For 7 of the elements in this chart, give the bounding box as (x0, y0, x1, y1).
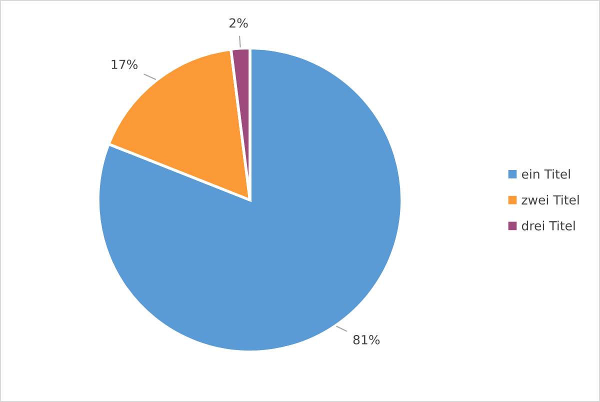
pie-slice (96, 46, 404, 354)
legend-label: zwei Titel (522, 194, 579, 205)
data-label: 17% (112, 60, 138, 70)
data-label: 2% (230, 18, 248, 28)
legend-label: drei Titel (522, 220, 575, 230)
legend-label: ein Titel (522, 169, 570, 179)
data-label: 81% (353, 334, 380, 344)
